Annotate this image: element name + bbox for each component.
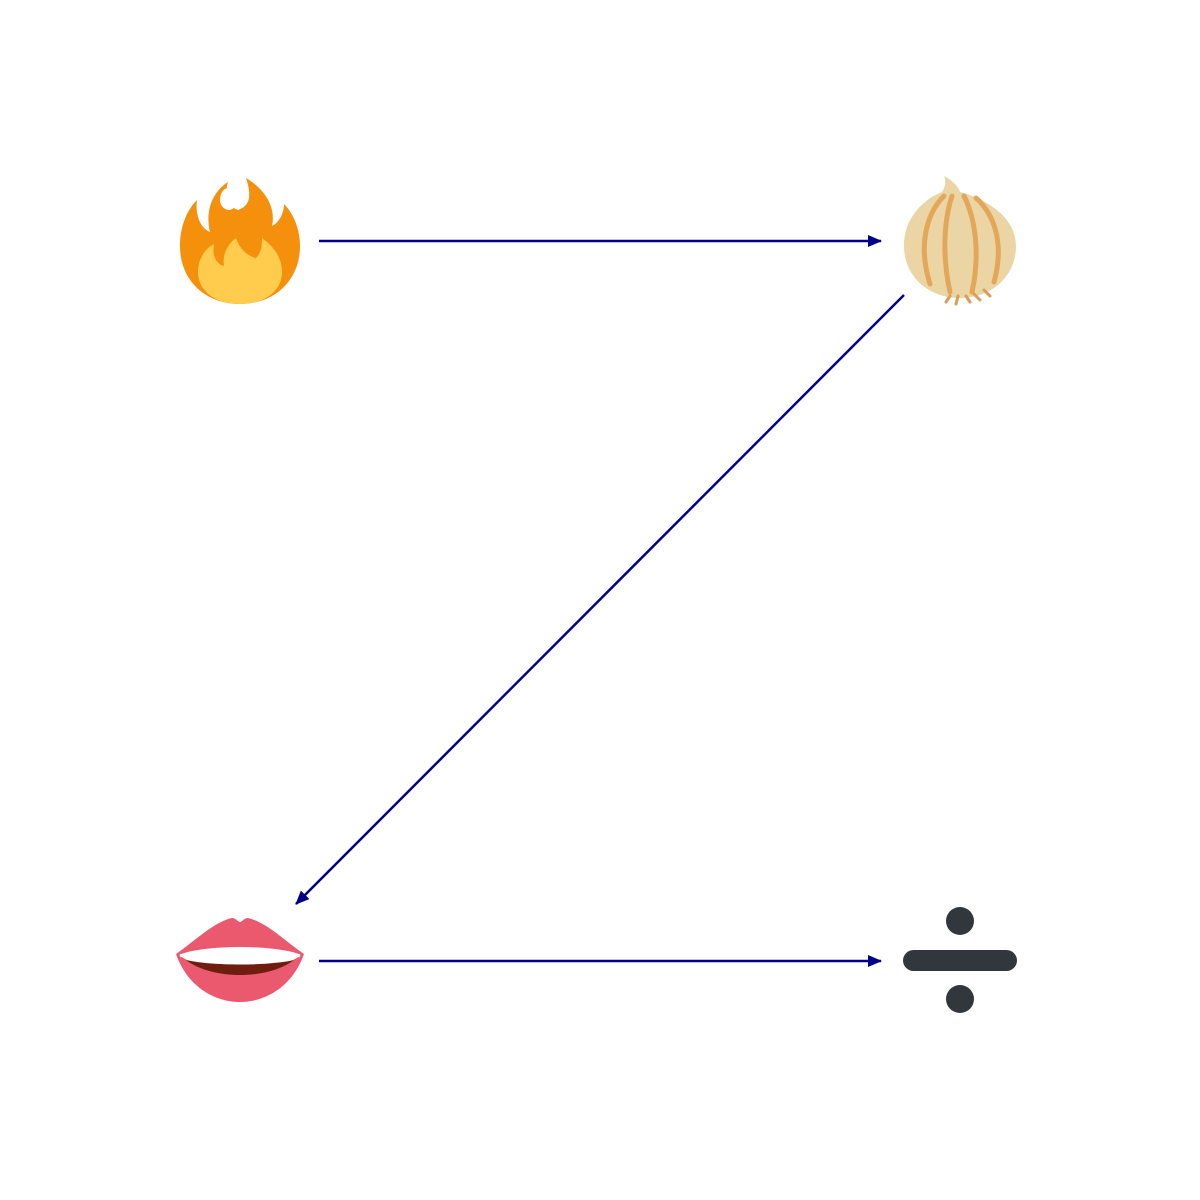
mouth-icon bbox=[176, 918, 304, 1002]
divide-icon bbox=[903, 907, 1017, 1013]
edge-onion-to-mouth bbox=[295, 294, 905, 905]
fire-icon bbox=[180, 178, 300, 304]
onion-icon bbox=[904, 176, 1016, 306]
